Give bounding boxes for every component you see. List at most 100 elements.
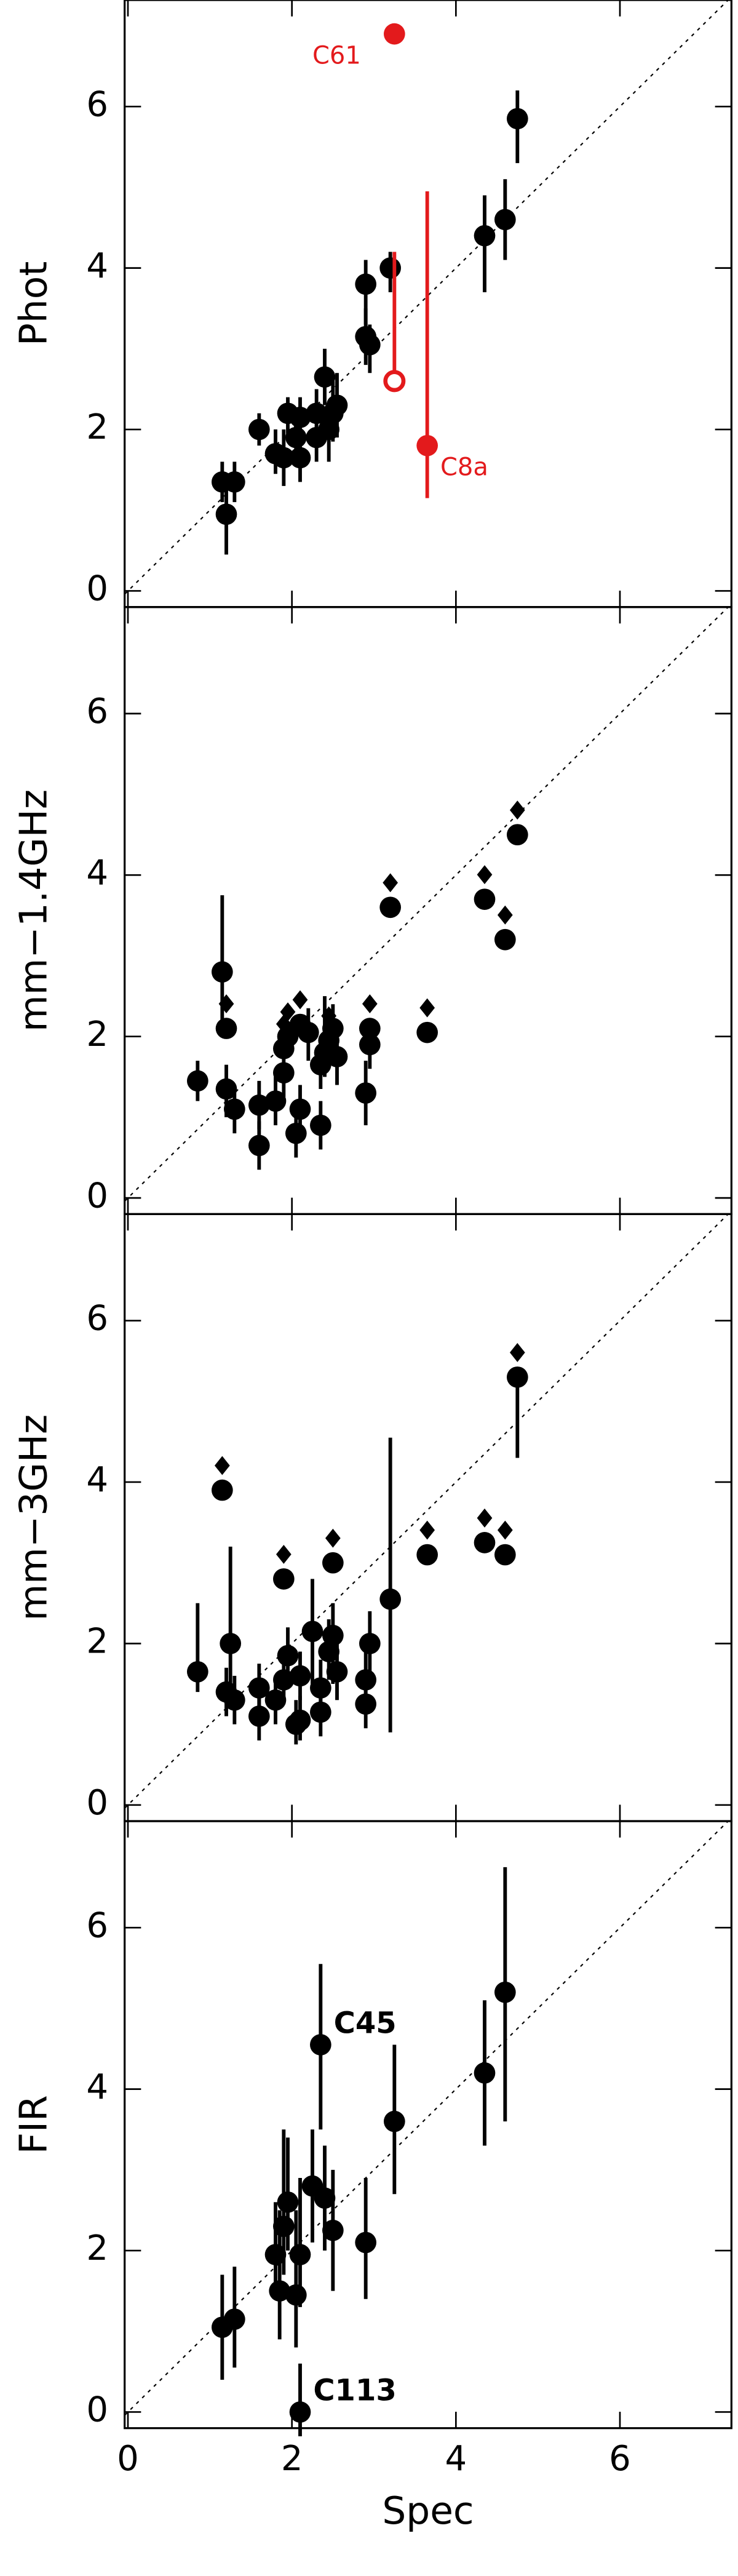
data-point [248,1134,270,1157]
data-point [215,503,237,525]
data-point [494,1544,516,1566]
data-point [273,447,295,469]
plot-frame [124,1213,732,1822]
data-point [310,1677,331,1699]
lower-limit-arrow [218,994,234,1014]
data-point [359,1633,381,1654]
data-point [215,1018,237,1039]
data-point [359,333,381,356]
data-point [359,1034,381,1056]
data-point [289,1709,311,1731]
data-point [220,1633,241,1654]
data-point [326,1661,348,1683]
data-point [285,1122,307,1144]
y-axis-label: mm−3GHz [12,1414,55,1621]
data-point [474,225,496,247]
data-point [289,2401,311,2423]
y-tick-label: 0 [86,569,108,609]
y-axis-label: mm−1.4GHz [12,789,55,1032]
data-point [322,1552,344,1574]
lower-limit-arrow [497,905,513,925]
y-axis-label: FIR [12,2095,55,2154]
y-tick-label: 0 [86,2390,108,2430]
point-label: C61 [312,41,361,70]
y-tick-label: 2 [86,407,108,447]
y-tick-label: 2 [86,1622,108,1662]
data-point [322,2219,344,2241]
data-point [494,1981,516,2003]
data-point [289,2244,311,2265]
y-tick-label: 4 [86,2067,108,2107]
data-point [224,2308,245,2330]
lower-limit-arrow [362,994,378,1014]
lower-limit-arrow [321,1006,337,1026]
data-point [289,407,311,428]
lower-limit-arrow [477,865,493,885]
data-point [322,1624,344,1646]
lower-limit-arrow [280,1002,296,1022]
data-point [264,1689,287,1711]
y-tick-label: 6 [86,692,108,732]
data-point [383,370,406,393]
data-point [273,1062,295,1084]
data-point [289,447,311,469]
lower-limit-arrow [477,1508,493,1528]
data-point [212,1479,233,1501]
data-point [289,1013,311,1035]
data-point [269,2280,290,2302]
lower-limit-arrow [292,990,308,1010]
y-tick-label: 6 [86,1905,108,1945]
lower-limit-arrow [419,998,435,1018]
y-tick-label: 4 [86,1460,108,1500]
lower-limit-arrow [497,1520,513,1540]
data-point [248,418,270,441]
data-point [248,1677,270,1699]
data-point [248,1094,270,1116]
data-point [359,1018,381,1039]
data-point [494,209,516,231]
one-to-one-line [124,606,729,1202]
lower-limit-arrow [509,1342,525,1362]
data-point [187,1661,208,1683]
data-point [310,1114,331,1136]
data-point [355,273,376,295]
data-point [301,1621,323,1643]
data-point [314,366,336,388]
lower-limit-arrow [276,1544,292,1564]
data-point [285,2284,307,2306]
lower-limit-arrow [325,1528,341,1548]
y-tick-label: 6 [86,1299,108,1339]
data-point [507,108,528,130]
data-point [355,2231,376,2254]
data-point [215,1078,237,1100]
y-tick-label: 0 [86,1783,108,1823]
data-point [507,824,528,846]
data-point [277,1645,299,1667]
data-point [474,1532,496,1553]
plot-frame [124,606,732,1215]
data-point [314,2187,336,2209]
data-point [264,1090,287,1112]
data-point [474,2062,496,2084]
data-point [224,471,245,493]
lower-limit-arrow [509,800,525,820]
data-point [224,1689,245,1711]
plot-frame [124,1820,732,2430]
data-point [326,394,348,417]
data-point [474,888,496,910]
data-point [273,2215,295,2238]
point-label: C113 [313,2373,396,2407]
data-point [306,402,327,425]
data-point [318,1029,339,1051]
data-point [277,2191,299,2213]
data-point [289,1098,311,1120]
lower-limit-arrow [383,873,399,893]
data-point [289,1665,311,1687]
y-tick-label: 2 [86,2228,108,2268]
data-point [224,1098,245,1120]
data-point [273,1568,295,1590]
data-point [355,1669,376,1691]
data-point [416,434,438,457]
